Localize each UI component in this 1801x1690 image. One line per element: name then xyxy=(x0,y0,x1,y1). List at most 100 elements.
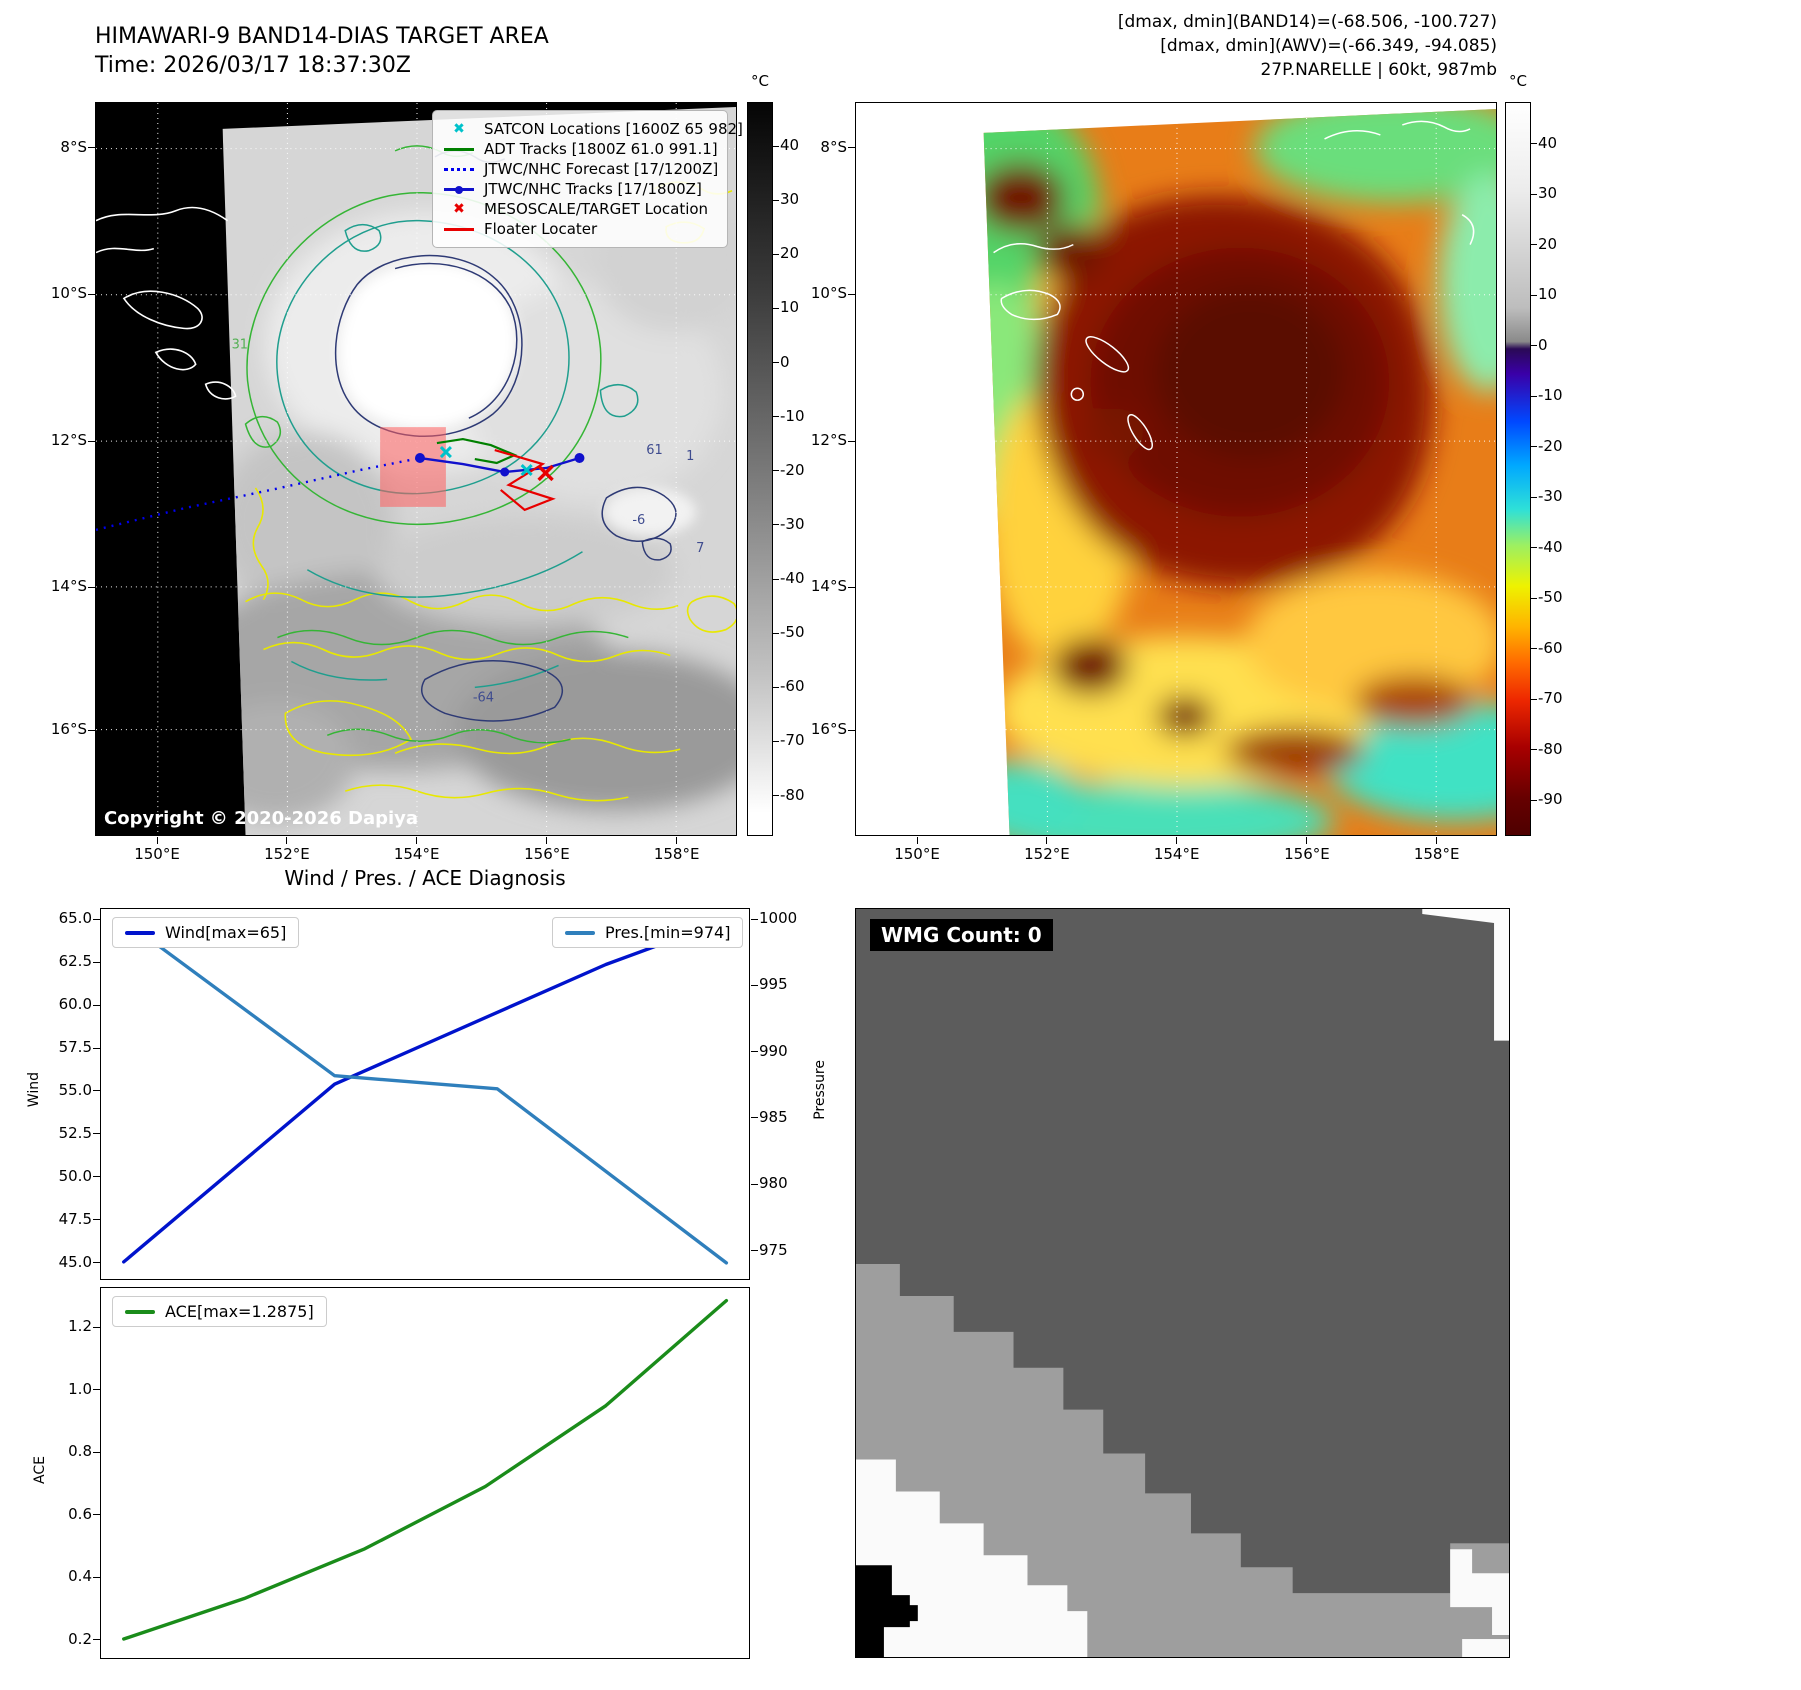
tick-mark xyxy=(93,918,100,920)
tick-mark xyxy=(1531,345,1537,347)
colorbar-tick-label: 20 xyxy=(780,244,800,263)
tick-mark xyxy=(848,293,855,295)
tick-mark xyxy=(1531,799,1537,801)
tick-mark xyxy=(93,1326,100,1328)
awv-map-panel xyxy=(855,102,1497,836)
awv-annotations: [dmax, dmin](BAND14)=(-68.506, -100.727)… xyxy=(1118,10,1497,82)
ace-legend: ACE[max=1.2875] xyxy=(112,1296,327,1327)
lat-tick-label: 10°S xyxy=(810,284,847,303)
tick-mark xyxy=(1531,446,1537,448)
tick-mark xyxy=(88,440,95,442)
satcon-x-icon xyxy=(439,446,452,459)
tick-mark xyxy=(751,918,758,920)
tick-mark xyxy=(773,578,779,580)
lat-tick-label: 8°S xyxy=(60,137,87,156)
legend-item: Floater Locater xyxy=(442,220,718,238)
lon-tick-label: 156°E xyxy=(524,845,570,863)
lat-tick-label: 12°S xyxy=(50,431,87,450)
colorbar-tick-label: -90 xyxy=(1538,790,1563,809)
adt-track xyxy=(436,437,518,465)
tick-mark xyxy=(546,837,548,844)
tick-mark xyxy=(93,1389,100,1391)
tick-mark xyxy=(1531,547,1537,549)
lat-tick-label: 16°S xyxy=(810,720,847,739)
tick-mark xyxy=(1436,837,1438,844)
awv-colorbar-unit: °C xyxy=(1509,72,1527,90)
tick-mark xyxy=(93,1514,100,1516)
lon-tick-label: 150°E xyxy=(134,845,180,863)
wind-pressure-plot-area xyxy=(122,918,729,1265)
tick-mark xyxy=(751,1250,758,1252)
band14-legend: SATCON Locations [1600Z 65 982] ADT Track… xyxy=(432,110,743,248)
ace-line-swatch-icon xyxy=(125,1309,155,1314)
colorbar-tick-label: 30 xyxy=(780,190,800,209)
colorbar-tick-label: 20 xyxy=(1538,234,1558,253)
tick-mark xyxy=(848,729,855,731)
tick-mark xyxy=(1531,193,1537,195)
svg-text:31: 31 xyxy=(232,337,248,352)
lon-tick-label: 158°E xyxy=(653,845,700,863)
wind-legend-label: Wind[max=65] xyxy=(165,923,287,942)
y-tick-label: 52.5 xyxy=(58,1123,92,1142)
band14-title-block: HIMAWARI-9 BAND14-DIAS TARGET AREA Time:… xyxy=(95,22,549,80)
tick-mark xyxy=(1531,648,1537,650)
tick-mark xyxy=(773,253,779,255)
y-tick-label: 60.0 xyxy=(58,995,92,1014)
awv-annotation-storm: 27P.NARELLE | 60kt, 987mb xyxy=(1260,60,1497,81)
y-tick-label: 0.4 xyxy=(68,1567,92,1586)
awv-annotation-awv: [dmax, dmin](AWV)=(-66.349, -94.085) xyxy=(1160,36,1497,57)
colorbar-tick-label: -70 xyxy=(780,731,805,750)
tick-mark xyxy=(751,1183,758,1185)
tick-mark xyxy=(88,586,95,588)
colorbar-tick-label: -60 xyxy=(780,677,805,696)
satcon-cyan-x-icon xyxy=(442,122,476,137)
tick-mark xyxy=(676,837,678,844)
awv-satellite-image xyxy=(856,103,1496,835)
cold-cloud-eye-region xyxy=(339,263,518,428)
wmg-black-region xyxy=(856,1565,910,1657)
tick-mark xyxy=(93,1047,100,1049)
tick-mark xyxy=(773,795,779,797)
pres-legend: Pres.[min=974] xyxy=(552,917,744,948)
legend-label: JTWC/NHC Tracks [17/1800Z] xyxy=(484,180,702,198)
y2-tick-label: 975 xyxy=(759,1240,788,1259)
tick-mark xyxy=(93,1219,100,1221)
legend-label: MESOSCALE/TARGET Location xyxy=(484,200,709,218)
colorbar-tick-label: -20 xyxy=(1538,436,1563,455)
wmg-white-notch xyxy=(1422,909,1509,1041)
colorbar-tick-label: -30 xyxy=(780,514,805,533)
pres-legend-label: Pres.[min=974] xyxy=(605,923,731,942)
tick-mark xyxy=(751,984,758,986)
y-tick-label: 55.0 xyxy=(58,1080,92,1099)
y-tick-label: 1.2 xyxy=(68,1317,92,1336)
legend-item: JTWC/NHC Forecast [17/1200Z] xyxy=(442,160,718,178)
colorbar-tick-label: -80 xyxy=(780,785,805,804)
lat-tick-label: 14°S xyxy=(50,577,87,596)
colorbar-tick-label: -50 xyxy=(780,623,805,642)
y-tick-label: 50.0 xyxy=(58,1166,92,1185)
wmg-mask-image xyxy=(856,909,1509,1657)
colorbar-tick-label: -40 xyxy=(1538,537,1563,556)
legend-item: MESOSCALE/TARGET Location xyxy=(442,200,718,218)
series-line xyxy=(122,918,729,1265)
coastline xyxy=(96,206,237,400)
band14-map-panel: 31 -64 61 1 -6 7 SATCON Locations [1600Z… xyxy=(95,102,743,836)
y2-tick-label: 1000 xyxy=(759,909,798,928)
colorbar-tick-label: -20 xyxy=(780,460,805,479)
tick-mark xyxy=(93,1639,100,1641)
jtwc-forecast-line xyxy=(96,456,421,531)
svg-text:7: 7 xyxy=(696,541,704,556)
colorbar-tick-label: -80 xyxy=(1538,739,1563,758)
ace-plot-area xyxy=(122,1298,729,1641)
y-tick-label: 57.5 xyxy=(58,1038,92,1057)
colorbar-tick-label: -60 xyxy=(1538,638,1563,657)
tick-mark xyxy=(1531,395,1537,397)
tick-mark xyxy=(156,837,158,844)
tick-mark xyxy=(773,145,779,147)
tick-mark xyxy=(88,729,95,731)
colorbar-tick-label: 0 xyxy=(780,352,790,371)
tick-mark xyxy=(773,470,779,472)
lon-tick-label: 152°E xyxy=(1024,845,1070,863)
svg-text:-6: -6 xyxy=(632,513,645,528)
